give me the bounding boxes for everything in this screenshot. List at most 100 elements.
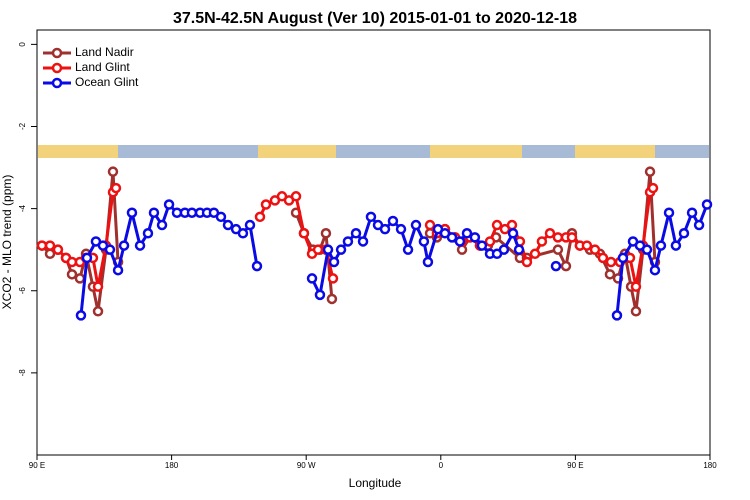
data-point <box>701 199 713 210</box>
data-point <box>605 256 617 268</box>
land-strip <box>430 145 522 158</box>
data-point <box>484 236 496 247</box>
data-point <box>327 273 339 284</box>
data-point <box>215 211 227 223</box>
data-point <box>536 236 548 247</box>
data-point <box>326 293 338 305</box>
land-strip <box>258 145 336 158</box>
data-point <box>544 228 556 239</box>
data-point <box>342 236 354 247</box>
data-point <box>74 273 86 284</box>
data-point <box>395 223 407 235</box>
data-point <box>306 273 318 284</box>
data-point <box>126 207 138 218</box>
data-point <box>461 228 473 239</box>
x-tick-label: 0 <box>439 461 444 470</box>
legend-marker <box>51 77 63 89</box>
data-point <box>693 219 705 231</box>
data-point <box>566 232 578 243</box>
legend-label: Ocean Glint <box>75 75 139 89</box>
data-point <box>387 215 399 227</box>
land-strip <box>575 145 655 158</box>
land-strip <box>38 145 118 158</box>
data-point <box>446 232 458 243</box>
data-point <box>66 269 78 280</box>
data-point <box>507 228 519 239</box>
plot-frame <box>36 29 711 456</box>
data-point <box>335 244 347 255</box>
chart-title: 37.5N-42.5N August (Ver 10) 2015-01-01 t… <box>173 10 577 27</box>
data-point <box>92 306 104 317</box>
data-point <box>663 207 675 218</box>
data-point <box>81 252 93 264</box>
data-point <box>36 240 48 251</box>
data-point <box>237 228 249 239</box>
data-point <box>604 269 616 280</box>
legend-marker <box>51 47 63 59</box>
data-point <box>52 244 64 255</box>
data-point <box>75 310 87 321</box>
x-tick-label: 180 <box>165 461 179 470</box>
data-point <box>118 240 130 251</box>
data-point <box>244 219 256 231</box>
data-point <box>298 228 310 239</box>
data-point <box>110 182 122 194</box>
data-point <box>513 244 525 255</box>
data-point <box>134 240 146 251</box>
data-point <box>163 199 175 210</box>
data-point <box>678 228 690 239</box>
x-tick-label: 180 <box>703 461 717 470</box>
data-point <box>655 240 667 251</box>
data-point <box>469 232 481 243</box>
data-point <box>260 199 272 210</box>
data-point <box>630 306 642 317</box>
data-point <box>410 219 422 231</box>
data-point <box>649 264 661 276</box>
data-point <box>222 219 234 231</box>
data-point <box>350 228 362 239</box>
x-axis-label: Longitude <box>349 476 402 490</box>
data-point <box>320 228 332 239</box>
data-point <box>644 166 656 177</box>
data-point <box>104 244 116 255</box>
data-point <box>107 166 119 177</box>
x-tick-label: 90 W <box>297 461 316 470</box>
data-point <box>418 236 430 247</box>
ocean-strip <box>38 145 709 158</box>
data-point <box>552 244 564 255</box>
y-tick-label: -8 <box>18 369 27 377</box>
data-point <box>670 240 682 251</box>
y-tick-label: -4 <box>18 205 27 213</box>
data-point <box>365 211 377 223</box>
data-point <box>611 310 623 321</box>
data-point <box>44 248 56 260</box>
data-point <box>529 248 541 260</box>
x-tick-label: 90 E <box>567 461 583 470</box>
data-point <box>550 260 562 272</box>
data-point <box>251 260 263 272</box>
data-point <box>112 264 124 276</box>
x-tick-label: 90 E <box>29 461 45 470</box>
data-point <box>641 244 653 255</box>
legend-marker <box>51 62 63 74</box>
data-point <box>322 244 334 255</box>
data-point <box>506 219 518 231</box>
data-point <box>476 240 488 251</box>
data-point <box>290 191 302 202</box>
data-point <box>314 289 326 301</box>
data-point <box>552 232 564 243</box>
data-point <box>597 252 609 264</box>
y-tick-label: 0 <box>18 42 27 47</box>
legend-label: Land Nadir <box>75 45 134 59</box>
data-point <box>422 256 434 268</box>
y-tick-label: -2 <box>18 122 27 130</box>
data-point <box>617 252 629 264</box>
data-point <box>156 219 168 231</box>
data-point <box>186 207 198 218</box>
data-point <box>491 219 503 231</box>
data-point <box>402 244 414 255</box>
data-point <box>92 281 104 292</box>
